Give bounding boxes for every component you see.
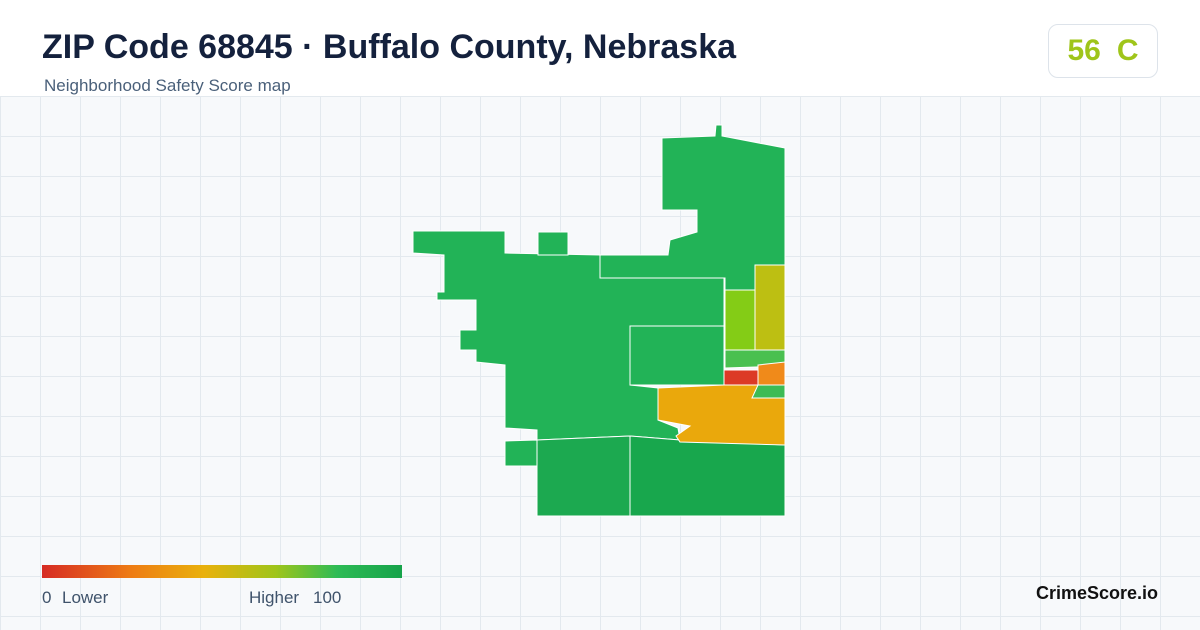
subtitle: Neighborhood Safety Score map <box>44 76 291 95</box>
title: ZIP Code 68845 · Buffalo County, Nebrask… <box>42 28 737 66</box>
region <box>724 289 756 351</box>
score-badge: 56 C <box>1048 24 1158 78</box>
legend-gradient <box>42 565 402 578</box>
region <box>629 435 786 517</box>
grade: C <box>1116 34 1139 67</box>
region <box>412 230 725 441</box>
header: ZIP Code 68845 · Buffalo County, Nebrask… <box>0 0 1200 96</box>
legend-max-label: Higher <box>249 588 300 607</box>
legend-max: 100 <box>313 588 342 607</box>
region <box>504 439 538 467</box>
legend-min-label: Lower <box>62 588 109 607</box>
region <box>599 124 786 291</box>
region <box>657 384 786 446</box>
region <box>536 435 631 517</box>
region <box>723 369 759 386</box>
region <box>537 231 569 256</box>
region <box>629 325 725 386</box>
legend-min: 0 <box>42 588 52 607</box>
brand: CrimeScore.io <box>1035 583 1158 603</box>
region <box>754 264 786 351</box>
region <box>757 361 786 386</box>
score: 56 <box>1067 34 1101 67</box>
